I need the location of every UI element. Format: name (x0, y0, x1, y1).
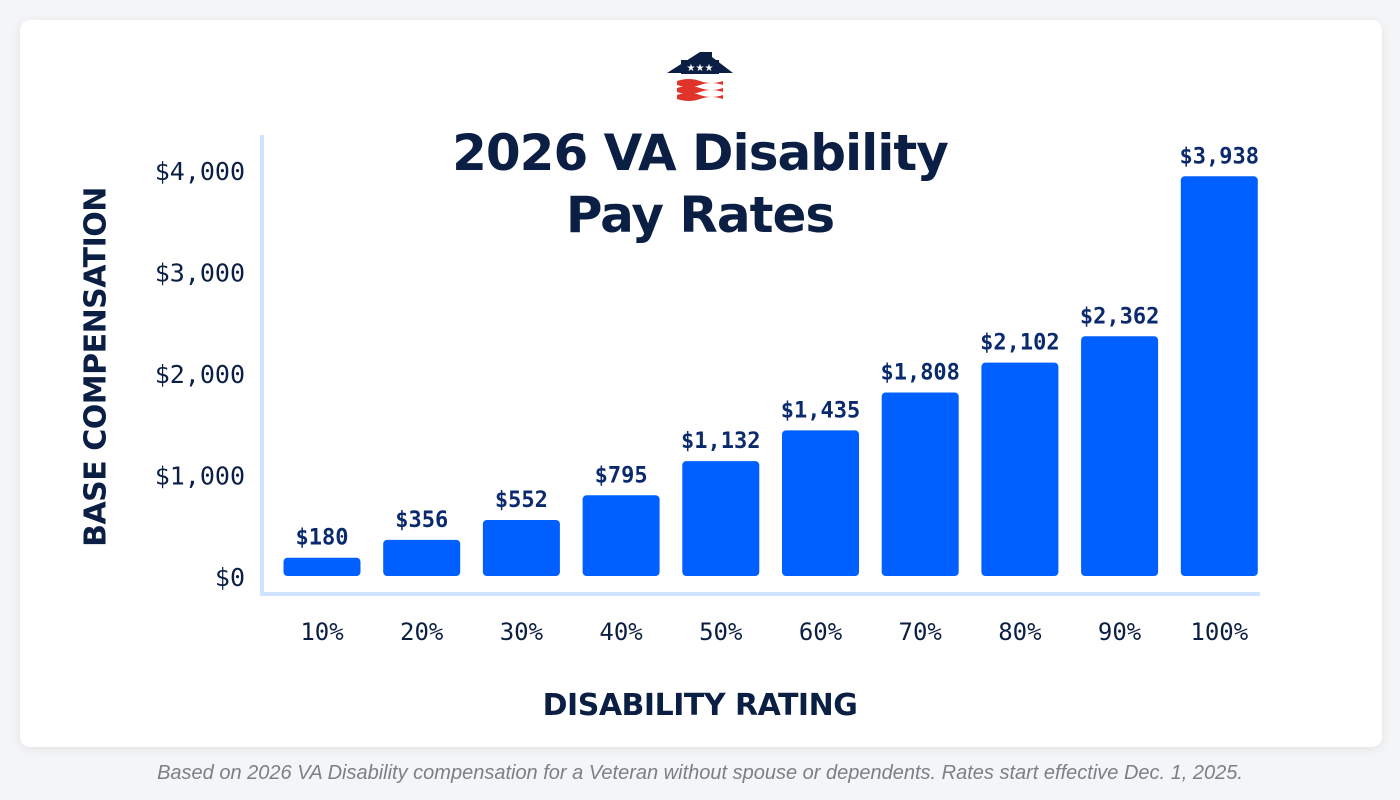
x-tick-label: 60% (799, 618, 843, 646)
bar-30% (482, 519, 560, 576)
x-tick-label: 70% (899, 618, 943, 646)
x-axis-label: DISABILITY RATING (542, 688, 858, 723)
bar-60% (782, 430, 859, 576)
data-label: $356 (395, 508, 448, 533)
y-tick-label: $0 (215, 563, 245, 592)
y-tick-label: $2,000 (155, 360, 245, 389)
bar-10% (283, 557, 361, 576)
x-tick-label: 20% (400, 618, 444, 646)
data-label: $2,362 (1080, 304, 1159, 329)
chart-title-line2: Pay Rates (565, 186, 835, 244)
logo-icon: ★★★ (667, 52, 733, 101)
y-axis-label: BASE COMPENSATION (78, 187, 114, 547)
bar-70% (881, 392, 959, 576)
bar-40% (582, 495, 660, 576)
bar-50% (682, 461, 760, 576)
bar-20% (383, 539, 461, 576)
data-label: $1,435 (781, 398, 860, 423)
bar-80% (981, 362, 1059, 576)
chart-title-line1: 2026 VA Disability (452, 124, 949, 182)
data-label: $3,938 (1180, 144, 1259, 169)
data-label: $1,808 (880, 360, 959, 385)
x-tick-label: 90% (1098, 618, 1142, 646)
data-label: $552 (495, 488, 548, 513)
x-tick-label: 40% (599, 618, 643, 646)
chart-title: 2026 VA Disability Pay Rates (350, 122, 1050, 246)
x-tick-label: 100% (1190, 618, 1248, 646)
x-tick-label: 80% (998, 618, 1042, 646)
y-tick-label: $1,000 (155, 462, 245, 491)
y-tick-label: $4,000 (155, 157, 245, 186)
y-tick-label: $3,000 (155, 259, 245, 288)
x-tick-label: 10% (300, 618, 344, 646)
caption: Based on 2026 VA Disability compensation… (157, 762, 1243, 784)
x-tick-label: 50% (699, 618, 743, 646)
x-tick-label: 30% (500, 618, 544, 646)
bar-90% (1081, 336, 1159, 576)
svg-text:★★★: ★★★ (687, 63, 714, 74)
data-label: $1,132 (681, 429, 760, 454)
bar-100% (1180, 176, 1258, 576)
data-label: $795 (595, 463, 648, 488)
data-label: $2,102 (980, 331, 1059, 356)
data-label: $180 (296, 526, 349, 551)
